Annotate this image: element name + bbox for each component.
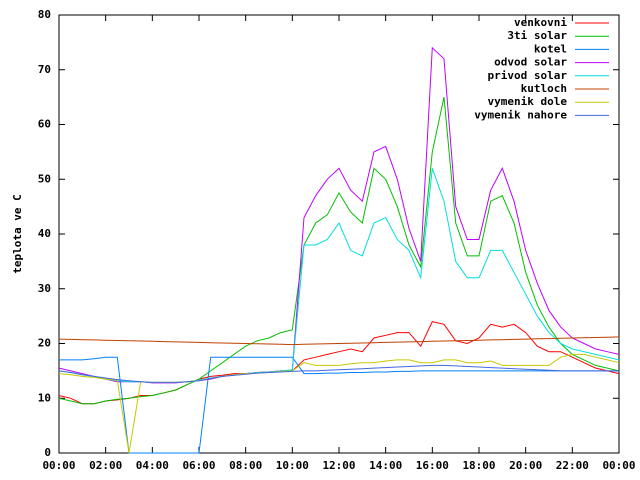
- y-tick-label: 0: [44, 446, 51, 459]
- legend-label: odvod solar: [494, 56, 567, 69]
- y-tick-label: 60: [38, 118, 51, 131]
- y-tick-label: 20: [38, 337, 51, 350]
- legend-label: venkovni: [514, 16, 567, 29]
- x-tick-label: 00:00: [42, 459, 75, 472]
- legend-label: kotel: [534, 42, 567, 55]
- legend-label: vymenik nahore: [474, 108, 567, 121]
- y-tick-label: 40: [38, 227, 51, 240]
- x-tick-label: 22:00: [556, 459, 589, 472]
- series-line: [58, 96, 620, 405]
- y-tick-label: 70: [38, 63, 51, 76]
- y-tick-label: 50: [38, 172, 51, 185]
- legend-label: kutloch: [521, 82, 567, 95]
- x-tick-label: 16:00: [416, 459, 449, 472]
- y-tick-label: 80: [38, 8, 51, 21]
- x-tick-label: 00:00: [602, 459, 635, 472]
- x-tick-label: 18:00: [462, 459, 495, 472]
- series-line: [58, 364, 619, 383]
- x-tick-label: 12:00: [322, 459, 355, 472]
- y-axis-label: teplota ve C: [11, 194, 24, 273]
- x-tick-label: 06:00: [182, 459, 215, 472]
- series-line: [59, 356, 619, 454]
- x-tick-label: 08:00: [229, 459, 262, 472]
- series-line: [58, 336, 620, 346]
- x-tick-label: 02:00: [89, 459, 122, 472]
- x-tick-label: 10:00: [276, 459, 309, 472]
- legend-label: vymenik dole: [488, 95, 568, 108]
- x-tick-label: 20:00: [509, 459, 542, 472]
- legend-label: privod solar: [488, 69, 568, 82]
- y-tick-label: 10: [38, 391, 51, 404]
- legend-label: 3ti solar: [507, 29, 567, 42]
- x-tick-label: 14:00: [369, 459, 402, 472]
- x-tick-label: 04:00: [136, 459, 169, 472]
- y-tick-label: 30: [38, 282, 51, 295]
